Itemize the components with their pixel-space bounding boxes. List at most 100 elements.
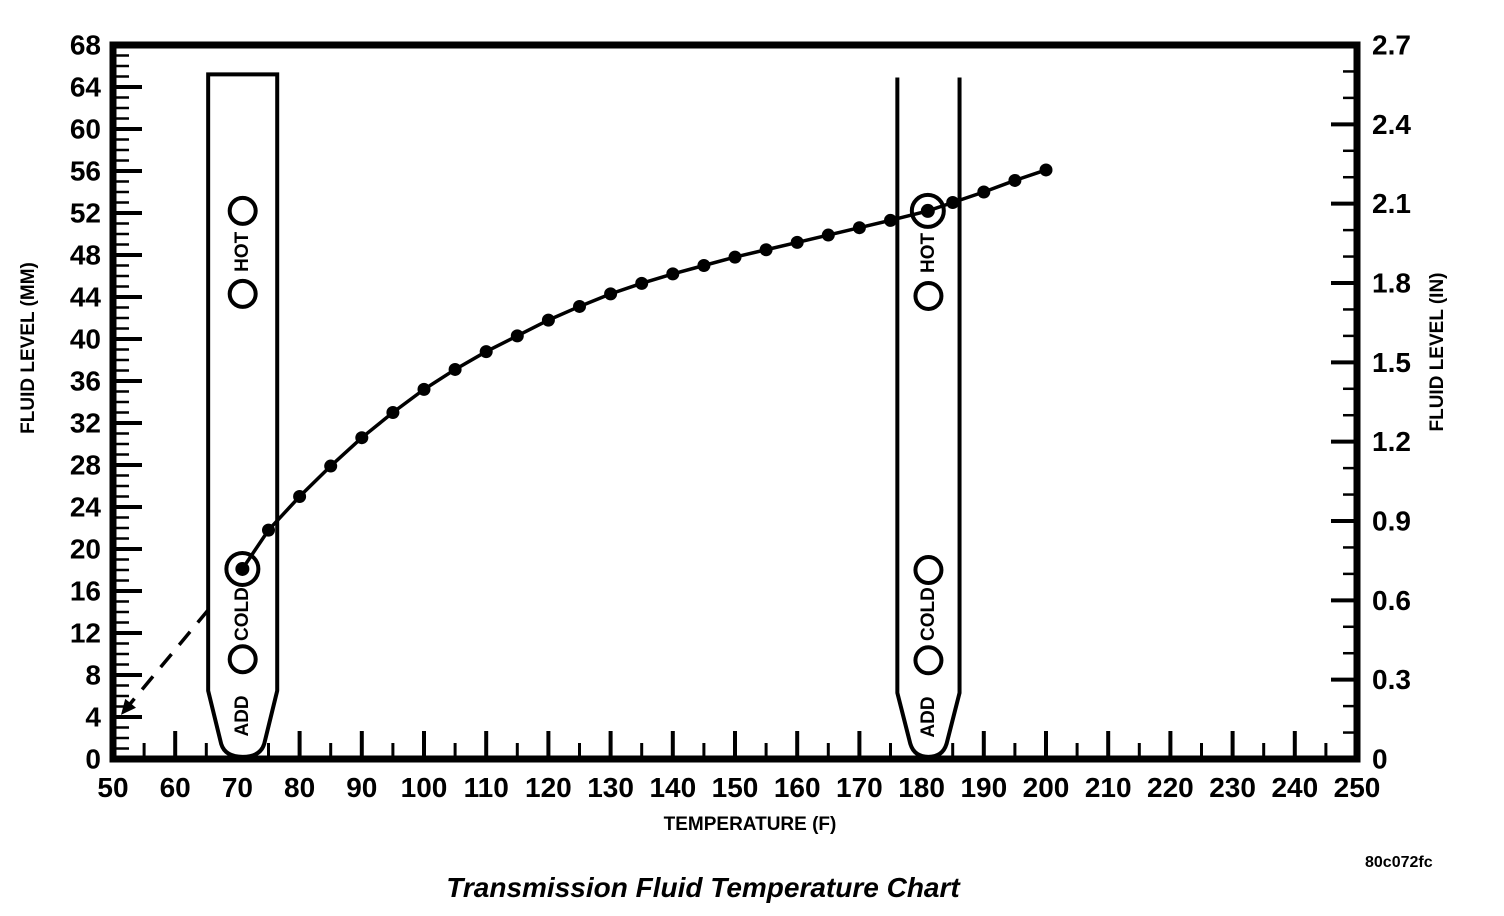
full-level-ring (909, 192, 946, 229)
dipstick-hole-mark (227, 195, 258, 226)
curve-point (666, 267, 680, 281)
x-tick-label: 250 (1334, 772, 1381, 803)
y-right-tick-label: 0.9 (1372, 506, 1411, 537)
x-tick-label: 110 (464, 772, 509, 803)
hot-full-level (909, 192, 946, 229)
x-tick-label: 220 (1147, 772, 1194, 803)
chart-title: Transmission Fluid Temperature Chart (446, 872, 960, 903)
x-tick-label: 140 (649, 772, 696, 803)
left-y-axis-title: FLUID LEVEL (MM) (18, 262, 39, 434)
curve-point (604, 287, 618, 301)
hot-dipstick: HOT COLD ADD (895, 77, 962, 759)
x-tick-label: 70 (222, 772, 253, 803)
y-right-ticks (1331, 70, 1354, 734)
curve-point (946, 196, 960, 209)
y-right-tick-label: 2.4 (1372, 109, 1411, 140)
cold-full-level (224, 550, 261, 587)
curve-point (448, 362, 462, 376)
x-axis-ticks (142, 731, 1328, 756)
curve-point (759, 243, 773, 257)
curve-point (1039, 163, 1053, 177)
x-tick-label: 130 (587, 772, 634, 803)
y-left-tick-label: 56 (70, 156, 101, 187)
dipstick-zone-label: HOT (232, 231, 253, 272)
dipstick-hole-mark (227, 644, 258, 675)
y-right-tick-label: 1.5 (1372, 347, 1411, 378)
curve-point (884, 213, 897, 227)
dipstick-hole-mark (913, 645, 944, 676)
dipstick-zone-label: ADD (918, 696, 939, 737)
x-tick-label: 230 (1209, 772, 1256, 803)
y-right-labels: 0 0.3 0.6 0.9 1.2 1.5 1.8 2.1 2.4 2.7 (1372, 30, 1411, 775)
guide-arrowhead (121, 698, 136, 715)
x-axis-title: TEMPERATURE (F) (663, 814, 837, 835)
curve-point (635, 276, 649, 290)
curve-point (355, 431, 369, 445)
x-tick-label: 90 (346, 772, 377, 803)
x-tick-label: 100 (401, 772, 448, 803)
y-right-tick-label: 1.2 (1372, 426, 1411, 457)
full-level-dot (235, 561, 250, 576)
y-left-tick-label: 64 (70, 72, 102, 103)
figure-code: 80c072fc (1365, 854, 1433, 871)
x-tick-label: 60 (160, 772, 191, 803)
x-tick-label: 210 (1085, 772, 1132, 803)
x-tick-label: 160 (774, 772, 821, 803)
y-left-tick-label: 24 (70, 492, 102, 523)
curve-point (541, 313, 555, 327)
y-left-tick-label: 40 (70, 324, 101, 355)
curve-point (1008, 173, 1022, 187)
curve-point (697, 259, 711, 272)
y-right-tick-label: 0.6 (1372, 585, 1411, 616)
dipstick-body (206, 72, 280, 759)
curve-point (573, 299, 586, 313)
dipstick-hole-mark (227, 278, 258, 309)
curve-point (728, 250, 742, 264)
curve-point (977, 185, 991, 199)
dipstick-body (895, 77, 962, 759)
y-right-tick-label: 0.3 (1372, 664, 1411, 695)
y-left-tick-label: 48 (70, 240, 101, 271)
x-tick-label: 190 (960, 772, 1007, 803)
x-axis-labels: 50 60 70 80 90 100 110 120 130 140 150 160 170 180 190… (97, 772, 1380, 803)
y-left-tick-label: 16 (70, 576, 101, 607)
x-tick-label: 50 (97, 772, 128, 803)
dipstick-zone-label: ADD (232, 695, 253, 736)
y-left-tick-label: 8 (85, 660, 101, 691)
x-tick-label: 170 (836, 772, 883, 803)
x-tick-label: 200 (1023, 772, 1070, 803)
x-tick-label: 240 (1271, 772, 1318, 803)
y-left-tick-label: 52 (70, 198, 101, 229)
y-left-tick-label: 32 (70, 408, 101, 439)
plot-border (109, 41, 1361, 763)
dipstick-hole-mark (913, 280, 944, 311)
y-right-tick-label: 2.1 (1372, 188, 1411, 219)
curve-point (386, 406, 400, 419)
x-tick-label: 80 (284, 772, 315, 803)
curve-point (417, 382, 431, 396)
full-level-dot (920, 203, 935, 218)
x-tick-label: 120 (525, 772, 572, 803)
y-left-tick-label: 60 (70, 114, 101, 145)
y-left-tick-label: 20 (70, 534, 101, 565)
dipstick-zone-label: COLD (232, 587, 253, 641)
x-tick-label: 180 (898, 772, 945, 803)
curve-point (262, 523, 275, 537)
curve-point (790, 235, 804, 249)
y-left-tick-label: 68 (70, 30, 101, 61)
cold-dipstick: HOT COLD ADD (206, 72, 280, 759)
y-right-tick-label: 1.8 (1372, 268, 1411, 299)
plot-frame (109, 41, 1361, 763)
y-left-tick-label: 0 (85, 744, 101, 775)
dipstick-hole-mark (913, 555, 944, 585)
dipstick-zone-label: COLD (918, 587, 939, 641)
y-left-tick-label: 28 (70, 450, 101, 481)
right-y-axis-title: FLUID LEVEL (IN) (1427, 272, 1448, 432)
dipstick-zone-label: HOT (918, 232, 939, 273)
full-level-ring (224, 550, 261, 587)
y-left-tick-label: 4 (85, 702, 101, 733)
y-left-tick-label: 44 (70, 282, 102, 313)
